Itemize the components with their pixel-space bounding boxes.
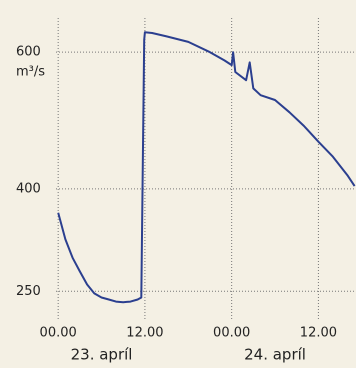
y-tick-label: 400	[16, 181, 41, 196]
data-line	[57, 31, 356, 304]
x-tick-label: 12.00	[300, 326, 337, 341]
x-tick-label: 00.00	[40, 326, 77, 341]
y-tick-label: 600	[16, 45, 41, 60]
x-day-label: 24. apríl	[244, 346, 306, 364]
x-tick-label: 12.00	[126, 326, 163, 341]
y-unit: m³/s	[16, 65, 45, 80]
x-day-label: 23. apríl	[71, 346, 133, 364]
x-tick-label: 00.00	[213, 326, 250, 341]
y-tick-label: 250	[16, 284, 41, 299]
